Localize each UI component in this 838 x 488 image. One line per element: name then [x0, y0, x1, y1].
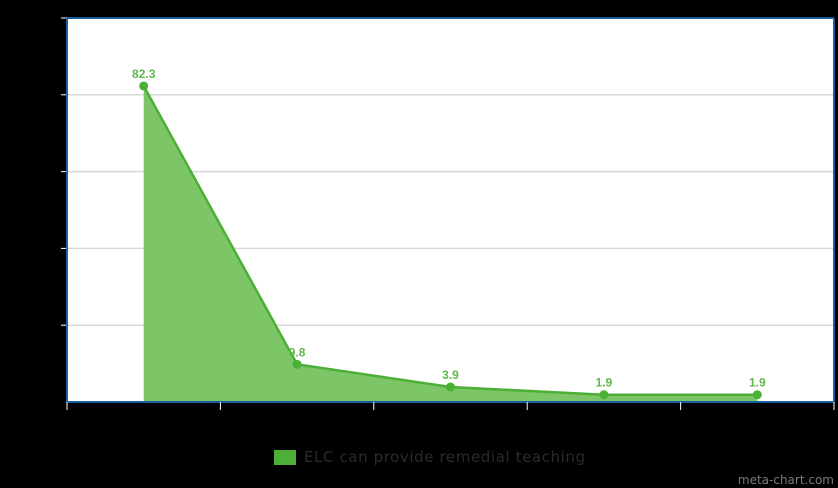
watermark: meta-chart.com	[737, 473, 834, 487]
series-area	[143, 85, 758, 402]
legend: ELC can provide remedial teaching	[274, 448, 586, 466]
data-point	[752, 390, 762, 400]
data-label: 3.9	[442, 368, 459, 382]
data-label: 82.3	[132, 67, 156, 81]
data-point	[292, 359, 302, 369]
legend-swatch	[274, 449, 296, 465]
data-label: 9.8	[289, 345, 306, 359]
legend-label: ELC can provide remedial teaching	[304, 448, 586, 466]
data-label: 1.9	[749, 376, 766, 390]
data-label: 1.9	[596, 376, 613, 390]
data-point	[446, 382, 455, 392]
data-point	[139, 81, 149, 91]
data-point	[599, 390, 609, 400]
